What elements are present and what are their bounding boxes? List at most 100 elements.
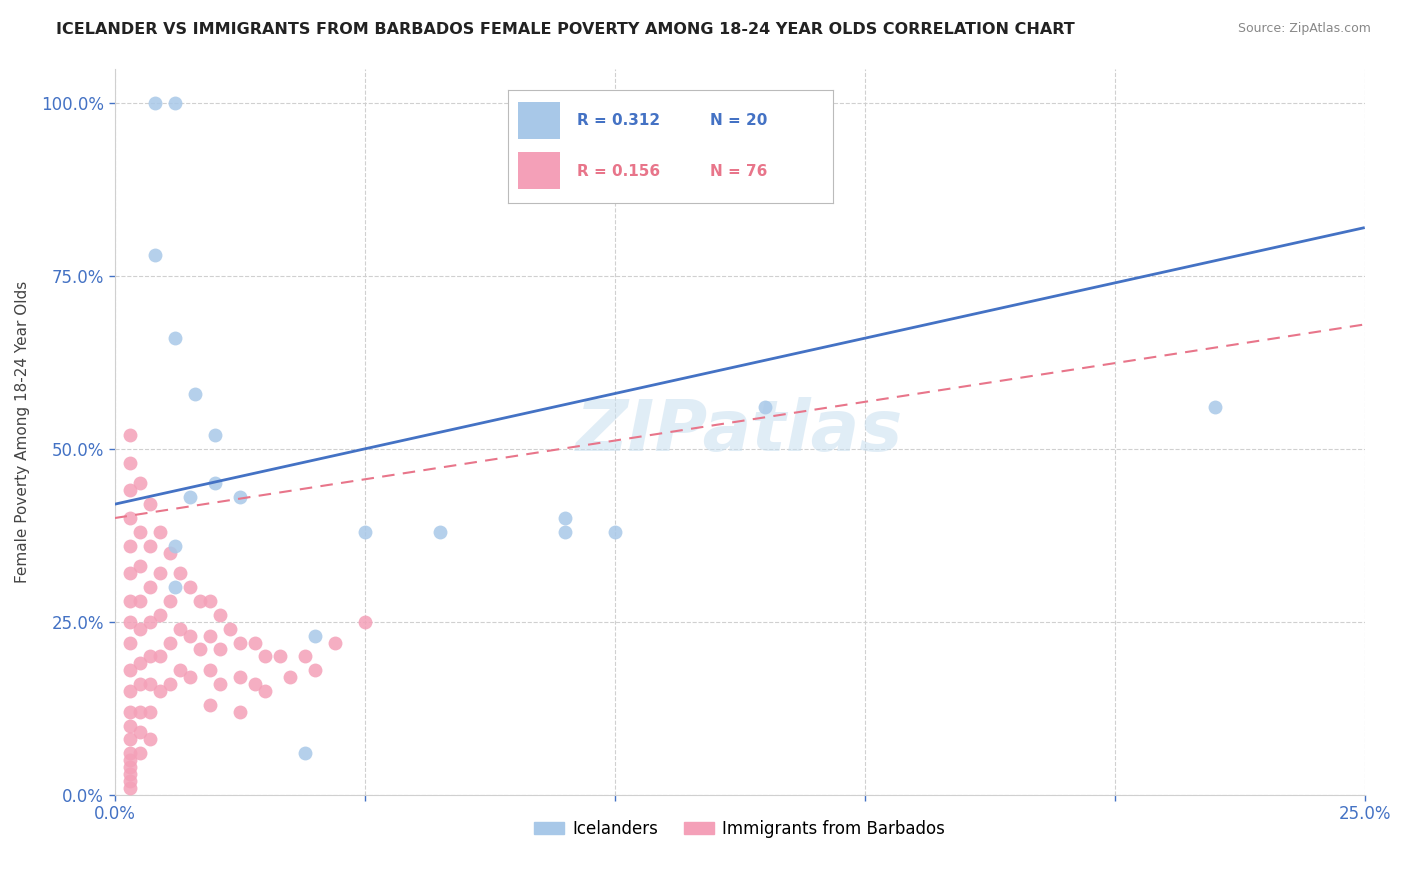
Point [183, 386, 205, 401]
Point [128, 657, 150, 671]
Y-axis label: Female Poverty Among 18-24 Year Olds: Female Poverty Among 18-24 Year Olds [15, 280, 30, 582]
Point [278, 670, 301, 684]
Point [179, 629, 201, 643]
Point [243, 677, 266, 691]
Point [269, 649, 291, 664]
Point [429, 524, 451, 539]
Point [163, 580, 186, 594]
Point [118, 663, 141, 677]
Point [128, 725, 150, 739]
Point [118, 511, 141, 525]
Point [118, 780, 141, 795]
Point [128, 559, 150, 574]
Point [118, 456, 141, 470]
Point [138, 705, 160, 719]
Point [228, 705, 250, 719]
Point [198, 594, 221, 608]
Point [118, 684, 141, 698]
Point [118, 635, 141, 649]
Point [148, 566, 170, 581]
Point [159, 677, 181, 691]
Point [294, 746, 316, 760]
Point [128, 622, 150, 636]
Point [208, 642, 231, 657]
Point [188, 642, 211, 657]
Point [188, 594, 211, 608]
Point [148, 607, 170, 622]
Point [118, 566, 141, 581]
Point [148, 524, 170, 539]
Point [1204, 401, 1226, 415]
Point [163, 539, 186, 553]
Point [118, 594, 141, 608]
Point [198, 698, 221, 712]
Point [128, 476, 150, 491]
Text: Source: ZipAtlas.com: Source: ZipAtlas.com [1237, 22, 1371, 36]
Legend: Icelanders, Immigrants from Barbados: Icelanders, Immigrants from Barbados [527, 814, 952, 845]
Point [128, 746, 150, 760]
Point [118, 732, 141, 747]
Point [228, 670, 250, 684]
Point [554, 524, 576, 539]
Point [118, 773, 141, 788]
Point [118, 428, 141, 442]
Point [243, 635, 266, 649]
Point [169, 663, 191, 677]
Point [208, 607, 231, 622]
Point [198, 629, 221, 643]
Point [204, 428, 226, 442]
Point [118, 746, 141, 760]
Point [198, 663, 221, 677]
Text: ZIPatlas: ZIPatlas [576, 397, 903, 467]
Point [143, 96, 166, 111]
Point [128, 677, 150, 691]
Point [128, 705, 150, 719]
Point [253, 684, 276, 698]
Point [138, 539, 160, 553]
Point [603, 524, 626, 539]
Point [118, 615, 141, 629]
Point [179, 580, 201, 594]
Point [179, 491, 201, 505]
Point [228, 635, 250, 649]
Point [253, 649, 276, 664]
Point [218, 622, 240, 636]
Point [138, 497, 160, 511]
Point [353, 524, 375, 539]
Point [304, 663, 326, 677]
Point [159, 594, 181, 608]
Point [118, 539, 141, 553]
Point [118, 760, 141, 774]
Point [118, 718, 141, 732]
Point [163, 331, 186, 345]
Point [554, 511, 576, 525]
Text: ICELANDER VS IMMIGRANTS FROM BARBADOS FEMALE POVERTY AMONG 18-24 YEAR OLDS CORRE: ICELANDER VS IMMIGRANTS FROM BARBADOS FE… [56, 22, 1076, 37]
Point [159, 635, 181, 649]
Point [228, 491, 250, 505]
Point [304, 629, 326, 643]
Point [128, 524, 150, 539]
Point [138, 649, 160, 664]
Point [294, 649, 316, 664]
Point [159, 546, 181, 560]
Point [118, 767, 141, 781]
Point [204, 476, 226, 491]
Point [143, 248, 166, 262]
Point [148, 684, 170, 698]
Point [169, 622, 191, 636]
Point [169, 566, 191, 581]
Point [148, 649, 170, 664]
Point [128, 594, 150, 608]
Point [118, 753, 141, 767]
Point [323, 635, 346, 649]
Point [138, 615, 160, 629]
Point [163, 96, 186, 111]
Point [353, 615, 375, 629]
Point [208, 677, 231, 691]
Point [179, 670, 201, 684]
Point [118, 705, 141, 719]
Point [118, 483, 141, 498]
Point [138, 580, 160, 594]
Point [754, 401, 776, 415]
Point [138, 677, 160, 691]
